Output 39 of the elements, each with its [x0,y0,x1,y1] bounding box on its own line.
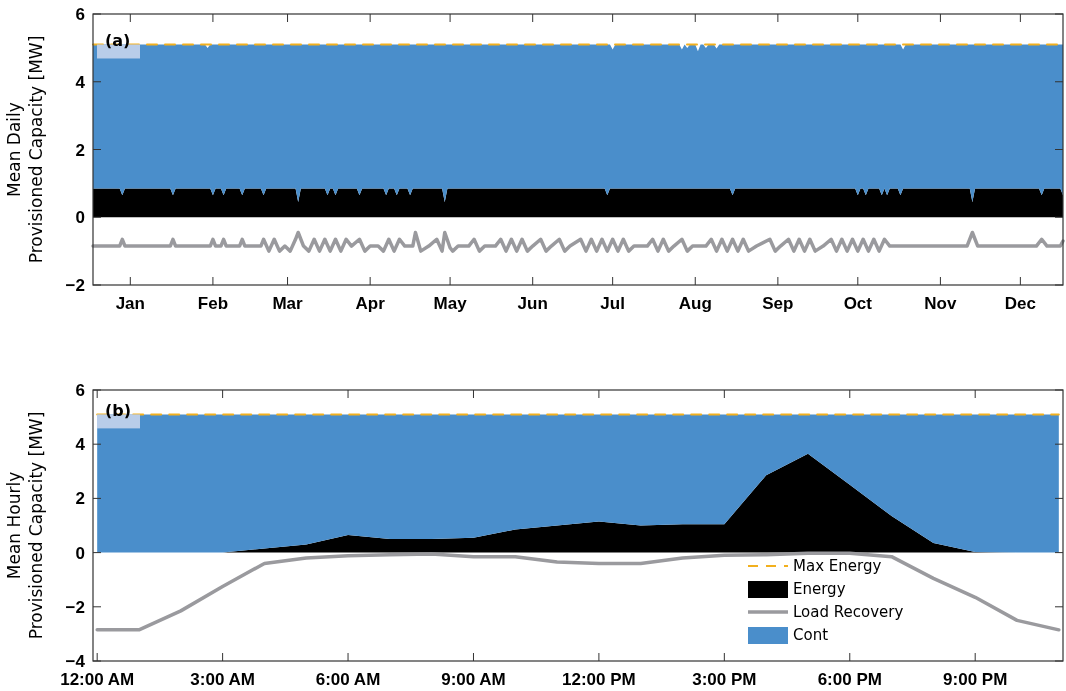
x-tick-label: 3:00 PM [692,670,757,689]
y-tick-label: 4 [75,72,86,92]
x-tick-label: 9:00 PM [943,670,1008,689]
legend-label: Cont [793,626,829,644]
x-tick-label: 12:00 PM [562,670,636,689]
y-tick-label: 0 [75,208,85,228]
x-tick-label: Oct [843,294,873,313]
x-tick-label: Jan [115,294,145,313]
x-tick-label: Aug [678,294,712,313]
x-tick-label: 12:00 AM [60,670,135,689]
y-tick-label: 4 [75,435,86,455]
x-tick-label: Mar [272,294,304,313]
y-tick-label: 6 [75,5,85,24]
x-tick-label: May [433,294,468,313]
y-axis-title: Mean Hourly Provisioned Capacity [MW] [4,411,46,640]
y-tick-label: 2 [75,489,85,509]
x-tick-label: Dec [1004,294,1036,313]
x-tick-label: 6:00 PM [817,670,882,689]
x-tick-label: Jun [517,294,548,313]
y-tick-label: −2 [65,597,85,617]
y-tick-label: 6 [75,381,85,400]
x-tick-label: Apr [355,294,386,313]
annotation: (b) [105,401,132,421]
y-tick-label: −2 [65,276,85,295]
y-tick-label: 0 [75,543,85,563]
x-tick-label: 6:00 AM [315,670,381,689]
y-axis-title: Mean Daily Provisioned Capacity [MW] [4,35,46,264]
annotation: (a) [105,31,131,51]
x-tick-label: 3:00 AM [190,670,255,689]
legend-label: Load Recovery [793,603,904,621]
y-tick-label: 2 [75,140,85,160]
x-tick-label: Feb [197,294,229,313]
legend-label: Max Energy [793,557,882,575]
x-tick-label: Sep [762,294,794,313]
y-tick-label: −4 [65,652,86,671]
x-tick-label: 9:00 AM [441,670,506,689]
legend-label: Energy [793,580,846,598]
x-tick-label: Nov [924,294,958,313]
x-tick-label: Jul [600,294,625,313]
